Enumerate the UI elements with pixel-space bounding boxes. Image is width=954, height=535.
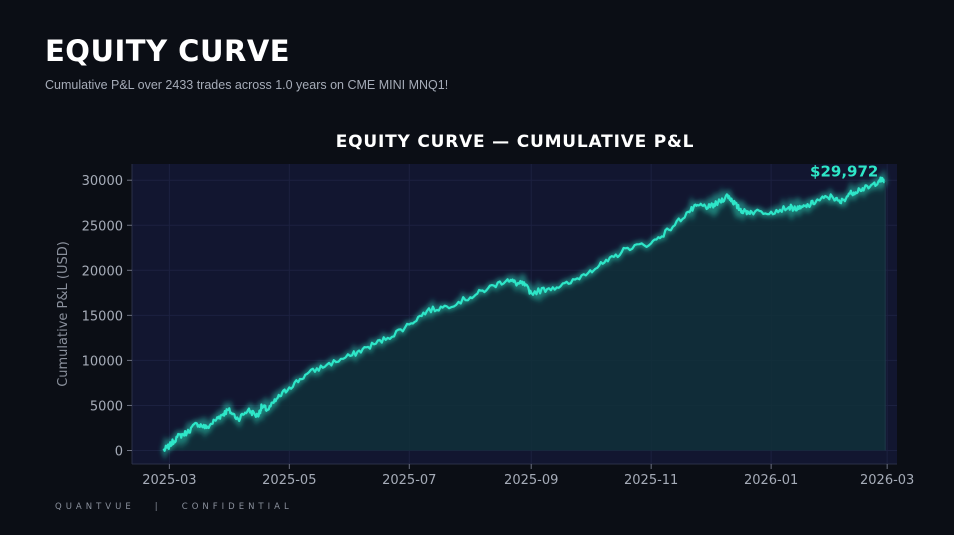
x-tick-label: 2025-05 [262,473,316,488]
y-tick-label: 30000 [82,174,123,189]
footer-brand: QUANTVUE [55,502,135,512]
x-tick-label: 2026-03 [860,473,914,488]
y-tick-label: 5000 [90,399,123,414]
x-tick-label: 2025-07 [382,473,436,488]
x-tick-label: 2026-01 [744,473,798,488]
series-line [162,176,887,452]
y-tick-label: 0 [115,444,123,459]
page-title: EQUITY CURVE [45,34,291,68]
x-tick-label: 2025-11 [624,473,678,488]
x-tick-label: 2025-03 [142,473,196,488]
axes: 0 5000 10000 15000 20000 25000 30000 2025-03 202… [82,164,914,488]
y-tick-label: 20000 [82,264,123,279]
y-tick-label: 10000 [82,354,123,369]
page-subtitle: Cumulative P&L over 2433 trades across 1… [45,78,449,92]
y-axis-title: Cumulative P&L (USD) [56,241,71,387]
area-fill [163,177,886,451]
y-tick-label: 25000 [82,219,123,234]
y-tick-label: 15000 [82,309,123,324]
series-group [160,168,888,460]
footer-separator: | [154,502,162,512]
chart-title: EQUITY CURVE — CUMULATIVE P&L [336,132,695,152]
footer: QUANTVUE | CONFIDENTIAL [55,502,293,512]
end-value-label: $29,972 [810,162,878,180]
footer-label: CONFIDENTIAL [181,502,293,512]
x-tick-label: 2025-09 [504,473,558,488]
